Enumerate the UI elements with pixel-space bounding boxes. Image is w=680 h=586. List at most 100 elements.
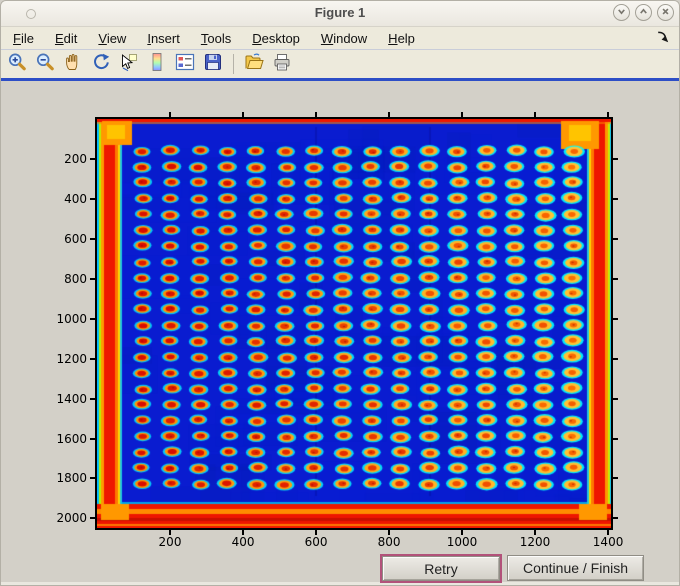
pan-button[interactable] <box>62 53 84 75</box>
x-tick-label: 1000 <box>446 535 478 549</box>
y-tick-label: 1400 <box>56 391 87 406</box>
window-title: Figure 1 <box>314 5 366 20</box>
x-tick-label: 600 <box>304 535 328 549</box>
insert-legend-button[interactable] <box>174 53 196 75</box>
window-menu-icon[interactable] <box>26 9 36 19</box>
menu-edit[interactable]: Edit <box>54 30 78 46</box>
tick-mark <box>90 157 95 160</box>
tick-mark <box>242 530 245 535</box>
tick-mark <box>613 277 618 280</box>
chevron-up-icon <box>638 5 649 20</box>
tick-mark <box>613 437 618 440</box>
rotate-3d-button[interactable] <box>90 53 112 75</box>
zoom-in-button[interactable] <box>6 53 28 75</box>
save-figure-button[interactable] <box>202 53 224 75</box>
y-tick-label: 1800 <box>56 471 87 486</box>
save-figure-icon <box>203 52 223 77</box>
tick-mark <box>388 530 391 535</box>
tick-mark <box>90 517 95 520</box>
y-tick-label: 2000 <box>56 511 87 526</box>
tick-mark <box>90 397 95 400</box>
y-tick-label: 800 <box>64 271 87 286</box>
insert-colorbar-button[interactable] <box>146 52 168 77</box>
zoom-out-button[interactable] <box>34 53 56 75</box>
data-cursor-icon <box>119 52 139 77</box>
continue-finish-button[interactable]: Continue / Finish <box>507 555 644 581</box>
menu-insert[interactable]: Insert <box>147 30 180 46</box>
pan-icon <box>63 52 83 77</box>
tick-mark <box>90 477 95 480</box>
y-tick-label: 600 <box>64 231 87 246</box>
zoom-out-icon <box>35 52 55 77</box>
print-figure-button[interactable] <box>271 53 293 75</box>
plot-axes <box>95 117 613 530</box>
chevron-down-icon <box>616 5 627 20</box>
tick-mark <box>613 477 618 480</box>
menu-window[interactable]: Window <box>320 30 368 46</box>
x-tick-label: 400 <box>231 535 255 549</box>
shade-button[interactable] <box>613 4 630 21</box>
window-controls <box>613 4 674 21</box>
toolbar-separator <box>233 54 234 74</box>
retry-button[interactable]: Retry <box>380 554 502 583</box>
menu-view[interactable]: View <box>98 30 127 46</box>
tick-mark <box>613 197 618 200</box>
open-file-button[interactable] <box>243 53 265 75</box>
tick-mark <box>90 317 95 320</box>
zoom-in-icon <box>7 52 27 77</box>
window-bottom-edge <box>1 582 679 585</box>
menu-bar: File Edit View Insert Tools Desktop Window Help <box>1 27 679 50</box>
tick-mark <box>613 357 618 360</box>
x-tick-label: 200 <box>158 535 182 549</box>
tick-mark <box>534 112 537 117</box>
tick-mark <box>90 357 95 360</box>
data-cursor-button[interactable] <box>118 53 140 75</box>
tick-mark <box>607 112 610 117</box>
maximize-button[interactable] <box>635 4 652 21</box>
close-button[interactable] <box>657 4 674 21</box>
tick-mark <box>534 530 537 535</box>
open-file-icon <box>244 52 264 77</box>
tick-mark <box>388 112 391 117</box>
x-tick-label: 800 <box>377 535 401 549</box>
tick-mark <box>607 530 610 535</box>
title-bar[interactable]: Figure 1 <box>1 1 679 27</box>
menu-tools[interactable]: Tools <box>200 30 232 46</box>
y-tick-label: 1000 <box>56 311 87 326</box>
dock-figure-arrow-icon <box>655 29 670 47</box>
tick-mark <box>90 197 95 200</box>
x-tick-label: 1400 <box>592 535 624 549</box>
tick-mark <box>613 397 618 400</box>
tick-mark <box>242 112 245 117</box>
tick-mark <box>613 517 618 520</box>
y-tick-label: 200 <box>64 151 87 166</box>
tick-mark <box>90 277 95 280</box>
menu-help[interactable]: Help <box>388 30 415 46</box>
rotate-3d-icon <box>91 52 111 77</box>
tick-mark <box>169 112 171 117</box>
dock-figure-button[interactable] <box>655 29 670 47</box>
x-tick-label: 1200 <box>519 535 551 549</box>
menu-desktop[interactable]: Desktop <box>252 30 300 46</box>
tick-mark <box>461 112 464 117</box>
heatmap-image[interactable] <box>97 119 611 528</box>
insert-colorbar-icon <box>147 52 167 77</box>
tick-mark <box>315 112 318 117</box>
y-tick-label: 400 <box>64 191 87 206</box>
print-figure-icon <box>272 52 292 77</box>
tick-mark <box>461 530 464 535</box>
tick-mark <box>169 530 171 535</box>
y-tick-label: 1600 <box>56 431 87 446</box>
toolbar <box>1 50 679 81</box>
y-tick-label: 1200 <box>56 351 87 366</box>
close-icon <box>660 5 671 20</box>
tick-mark <box>90 437 95 440</box>
insert-legend-icon <box>175 52 195 77</box>
tick-mark <box>90 237 95 240</box>
tick-mark <box>613 157 618 160</box>
tick-mark <box>613 317 618 320</box>
tick-mark <box>613 237 618 240</box>
menu-file[interactable]: File <box>13 30 34 46</box>
tick-mark <box>315 530 318 535</box>
